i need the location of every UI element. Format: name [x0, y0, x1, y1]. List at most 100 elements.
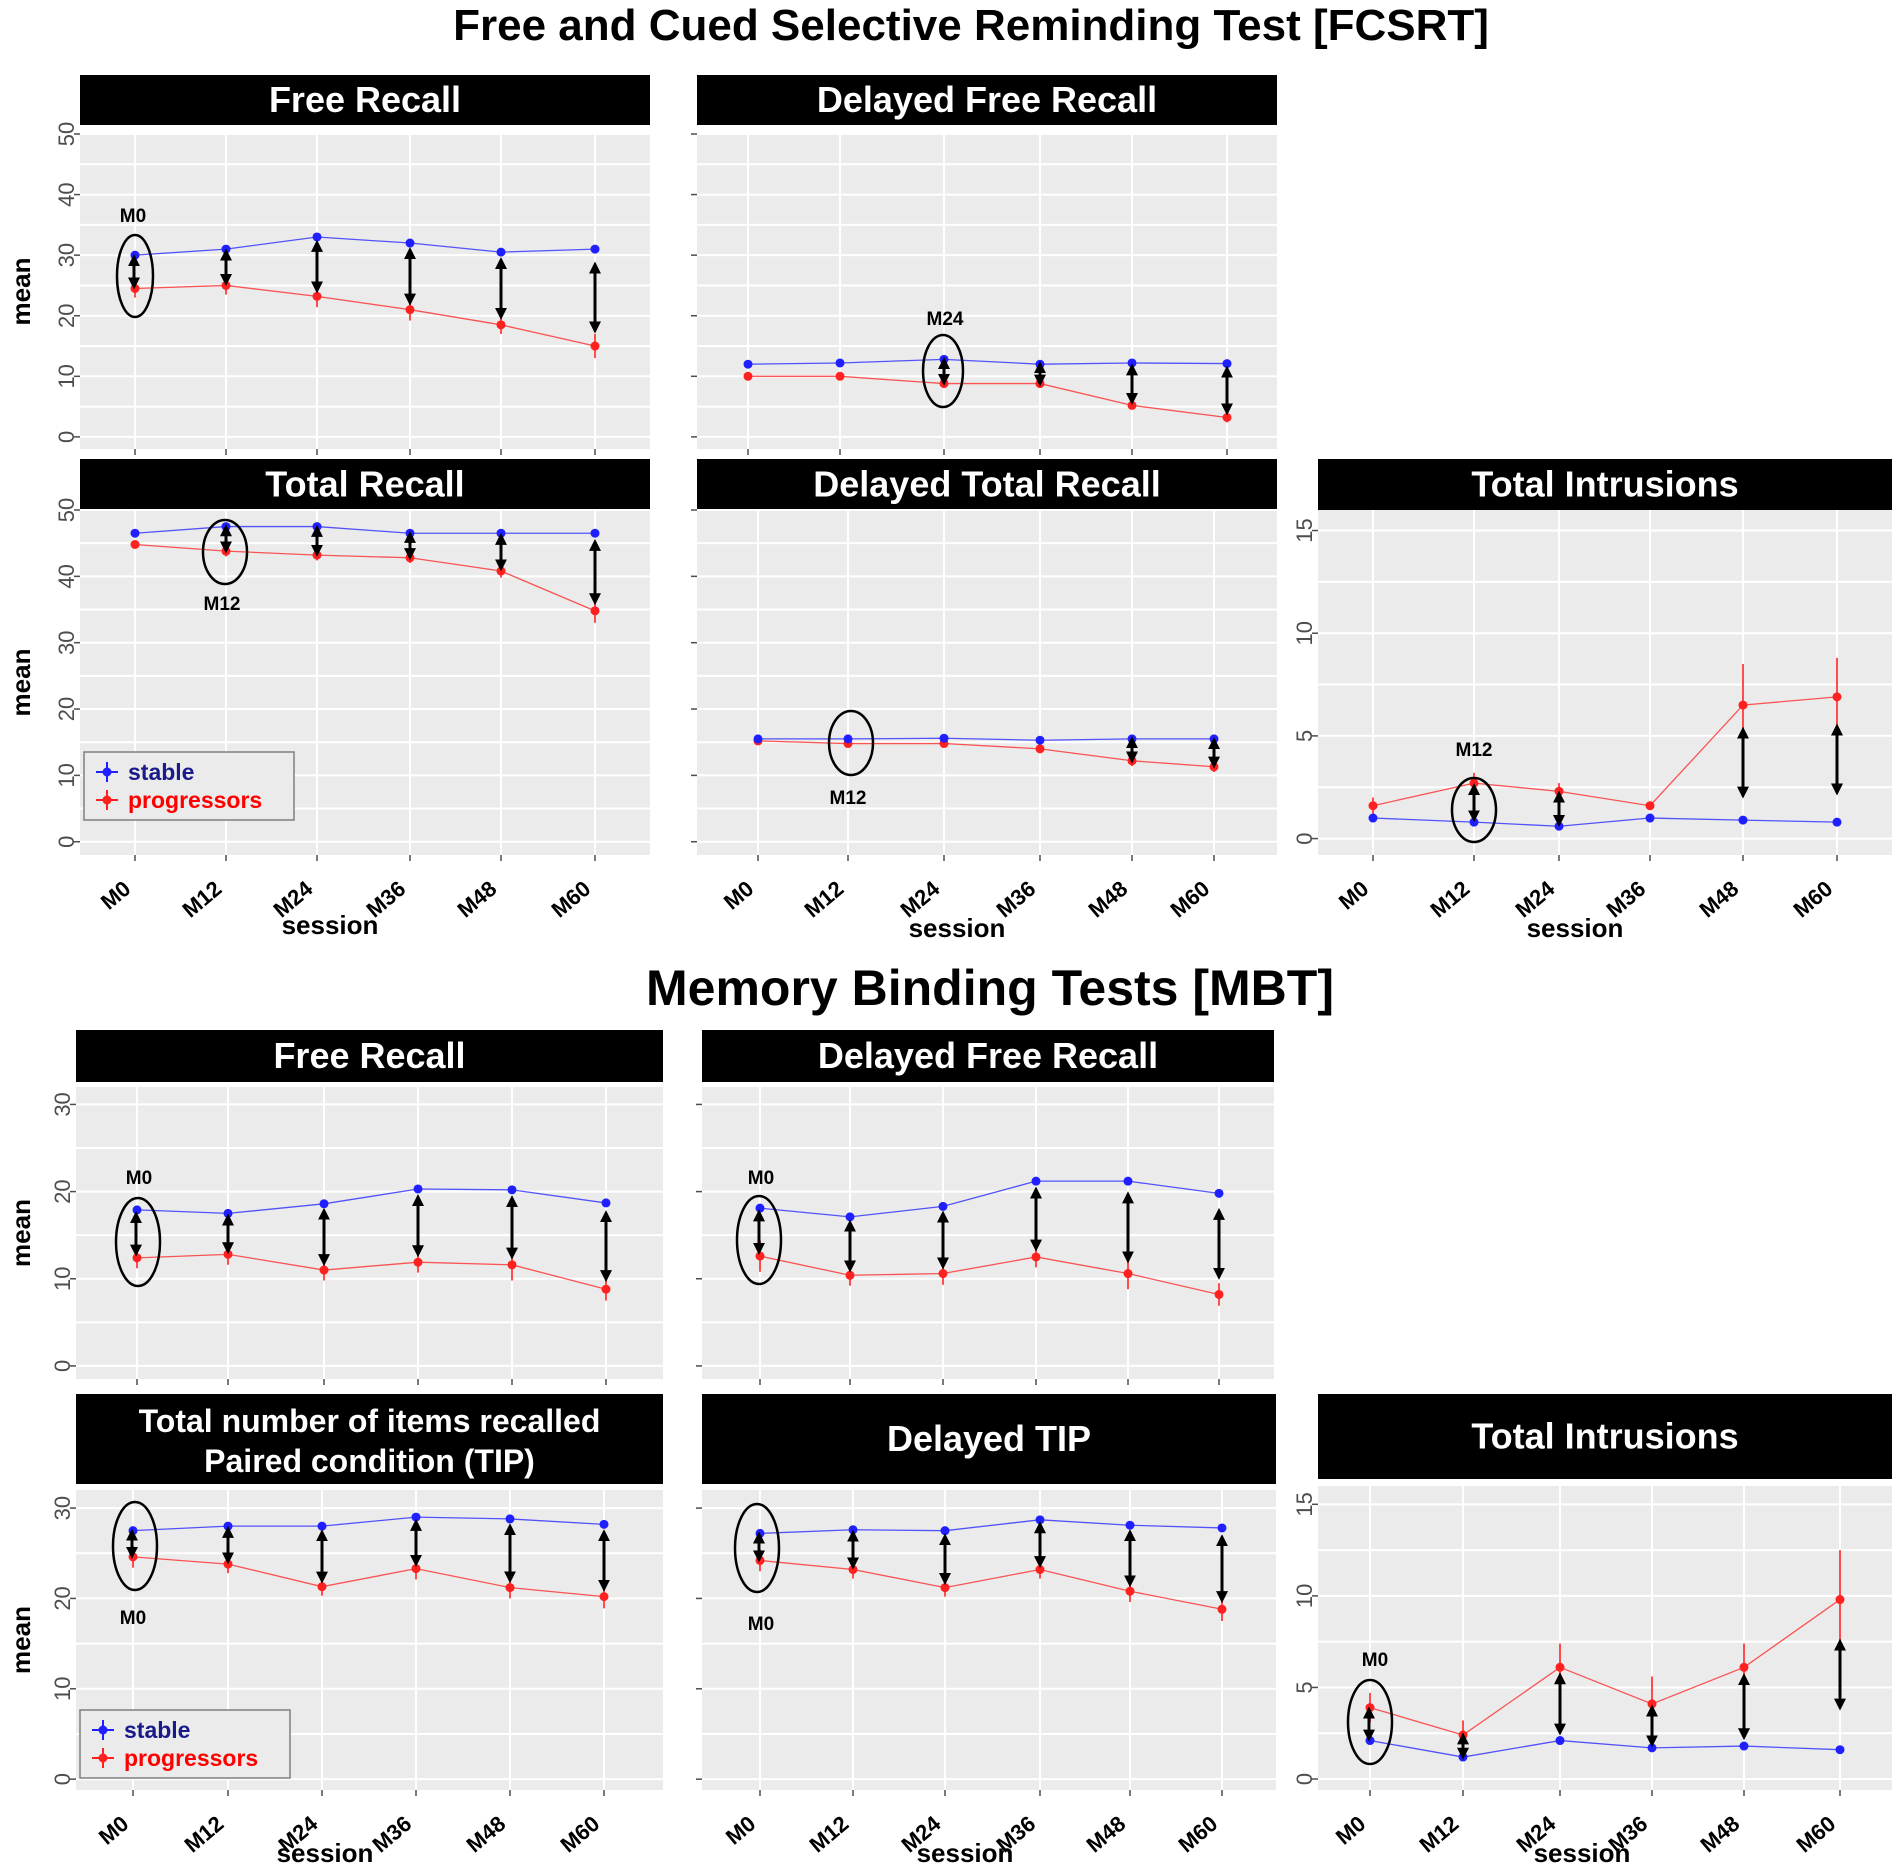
panel-title-strip: [702, 1394, 1276, 1484]
series-line-stable: [747, 358, 1228, 365]
data-point-progressors: [223, 1559, 233, 1569]
highlight-ellipse: [114, 1196, 162, 1288]
data-point-stable: [1127, 734, 1137, 744]
data-point-stable: [1738, 815, 1748, 825]
highlight-ellipse: [921, 333, 965, 409]
data-point-progressors: [1035, 1565, 1045, 1575]
data-point-stable: [1035, 735, 1045, 745]
annotation-label: M0: [1362, 1650, 1388, 1671]
y-tick-label: 5: [1292, 730, 1317, 742]
annotation-label: M24: [927, 309, 964, 330]
data-point-stable: [128, 1526, 138, 1536]
data-point-stable: [312, 522, 322, 532]
chart-panel-6: Delayed Free RecallM0M12M24M36M48M60M0: [696, 1030, 1274, 1446]
data-point-stable: [223, 1208, 233, 1218]
data-point-progressors: [1365, 1703, 1375, 1713]
plot-area: [697, 134, 1277, 449]
x-tick-label: M48: [1084, 876, 1133, 923]
y-tick-label: 20: [50, 1586, 75, 1610]
legend-label-stable: stable: [124, 1717, 190, 1743]
legend-key-point: [98, 1753, 108, 1763]
data-point-progressors: [1368, 801, 1378, 811]
panel-title: Free Recall: [273, 1035, 465, 1076]
plot-area: [702, 1490, 1276, 1790]
x-tick-label: M0: [1334, 876, 1373, 915]
highlight-ellipse: [733, 1502, 781, 1594]
panel-title-strip: [80, 459, 650, 510]
data-point-stable: [1469, 817, 1479, 827]
y-tick-label: 10: [54, 364, 79, 388]
section-title-fcsrt: Free and Cued Selective Reminding Test […: [453, 1, 1489, 50]
data-point-stable: [843, 734, 853, 744]
y-tick-label: 0: [54, 836, 79, 848]
x-axis-label: session: [1534, 1838, 1631, 1868]
x-tick-label: M48: [453, 876, 502, 923]
x-tick-label: M0: [96, 876, 135, 915]
data-point-progressors: [939, 379, 949, 389]
y-tick-label: 30: [50, 1496, 75, 1520]
series-line-progressors: [136, 1253, 607, 1290]
data-point-stable: [319, 1199, 329, 1209]
y-tick-label: 20: [54, 303, 79, 327]
x-tick-label: M0: [1331, 1811, 1370, 1850]
panel-title: Total number of items recalled: [139, 1403, 601, 1439]
annotation-label: M0: [126, 1168, 152, 1189]
y-tick-label: 15: [1292, 1492, 1317, 1516]
panel-title: Total Intrusions: [1471, 1416, 1738, 1457]
data-point-stable: [835, 358, 845, 368]
legend-box: [83, 751, 295, 821]
data-point-stable: [599, 1519, 609, 1529]
data-point-stable: [590, 528, 600, 538]
y-tick-label: 50: [54, 498, 79, 522]
series-line-stable: [1369, 1739, 1841, 1758]
data-point-progressors: [1127, 400, 1137, 410]
data-point-progressors: [132, 1253, 142, 1263]
y-tick-label: 0: [50, 1360, 75, 1372]
y-tick-label: 15: [1292, 518, 1317, 542]
y-tick-label: 40: [54, 564, 79, 588]
data-point-stable: [753, 734, 763, 744]
data-point-progressors: [599, 1592, 609, 1602]
data-point-progressors: [1222, 413, 1232, 422]
data-point-stable: [845, 1212, 855, 1222]
data-point-progressors: [496, 566, 506, 576]
data-point-progressors: [1031, 1252, 1041, 1262]
panel-title: Total Intrusions: [1471, 464, 1738, 505]
panel-title-strip: [1318, 1394, 1892, 1479]
y-tick-label: 10: [50, 1677, 75, 1701]
data-point-stable: [505, 1514, 515, 1524]
data-point-stable: [1217, 1523, 1227, 1533]
y-tick-label: 50: [54, 122, 79, 146]
series-line-stable: [136, 1188, 607, 1215]
y-tick-label: 30: [54, 243, 79, 267]
x-tick-label: M48: [1695, 876, 1744, 923]
data-point-progressors: [940, 1583, 950, 1593]
data-point-progressors: [505, 1583, 515, 1593]
data-point-stable: [1035, 1515, 1045, 1525]
data-point-progressors: [507, 1260, 517, 1270]
series-line-stable: [1372, 817, 1838, 827]
series-line-progressors: [1372, 696, 1838, 807]
panel-subtitle: Paired condition (TIP): [204, 1443, 535, 1479]
data-point-progressors: [130, 540, 140, 549]
data-point-progressors: [1469, 778, 1479, 788]
data-point-progressors: [1555, 1662, 1565, 1672]
section-title-mbt: Memory Binding Tests [MBT]: [646, 960, 1334, 1016]
highlight-ellipse: [115, 233, 155, 319]
legend-key-point: [102, 767, 112, 777]
x-tick-label: M0: [719, 876, 758, 915]
x-tick-label: M12: [180, 1811, 229, 1858]
data-point-progressors: [1217, 1604, 1227, 1614]
series-line-progressors: [134, 284, 596, 347]
y-tick-label: 20: [54, 697, 79, 721]
data-point-progressors: [496, 320, 506, 330]
panel-title-strip: [697, 459, 1277, 510]
data-point-stable: [755, 1528, 765, 1538]
highlight-ellipse: [201, 518, 249, 586]
x-tick-label: M0: [721, 1811, 760, 1850]
data-point-progressors: [413, 1257, 423, 1267]
series-line-progressors: [1369, 1599, 1841, 1736]
data-point-progressors: [743, 371, 753, 381]
